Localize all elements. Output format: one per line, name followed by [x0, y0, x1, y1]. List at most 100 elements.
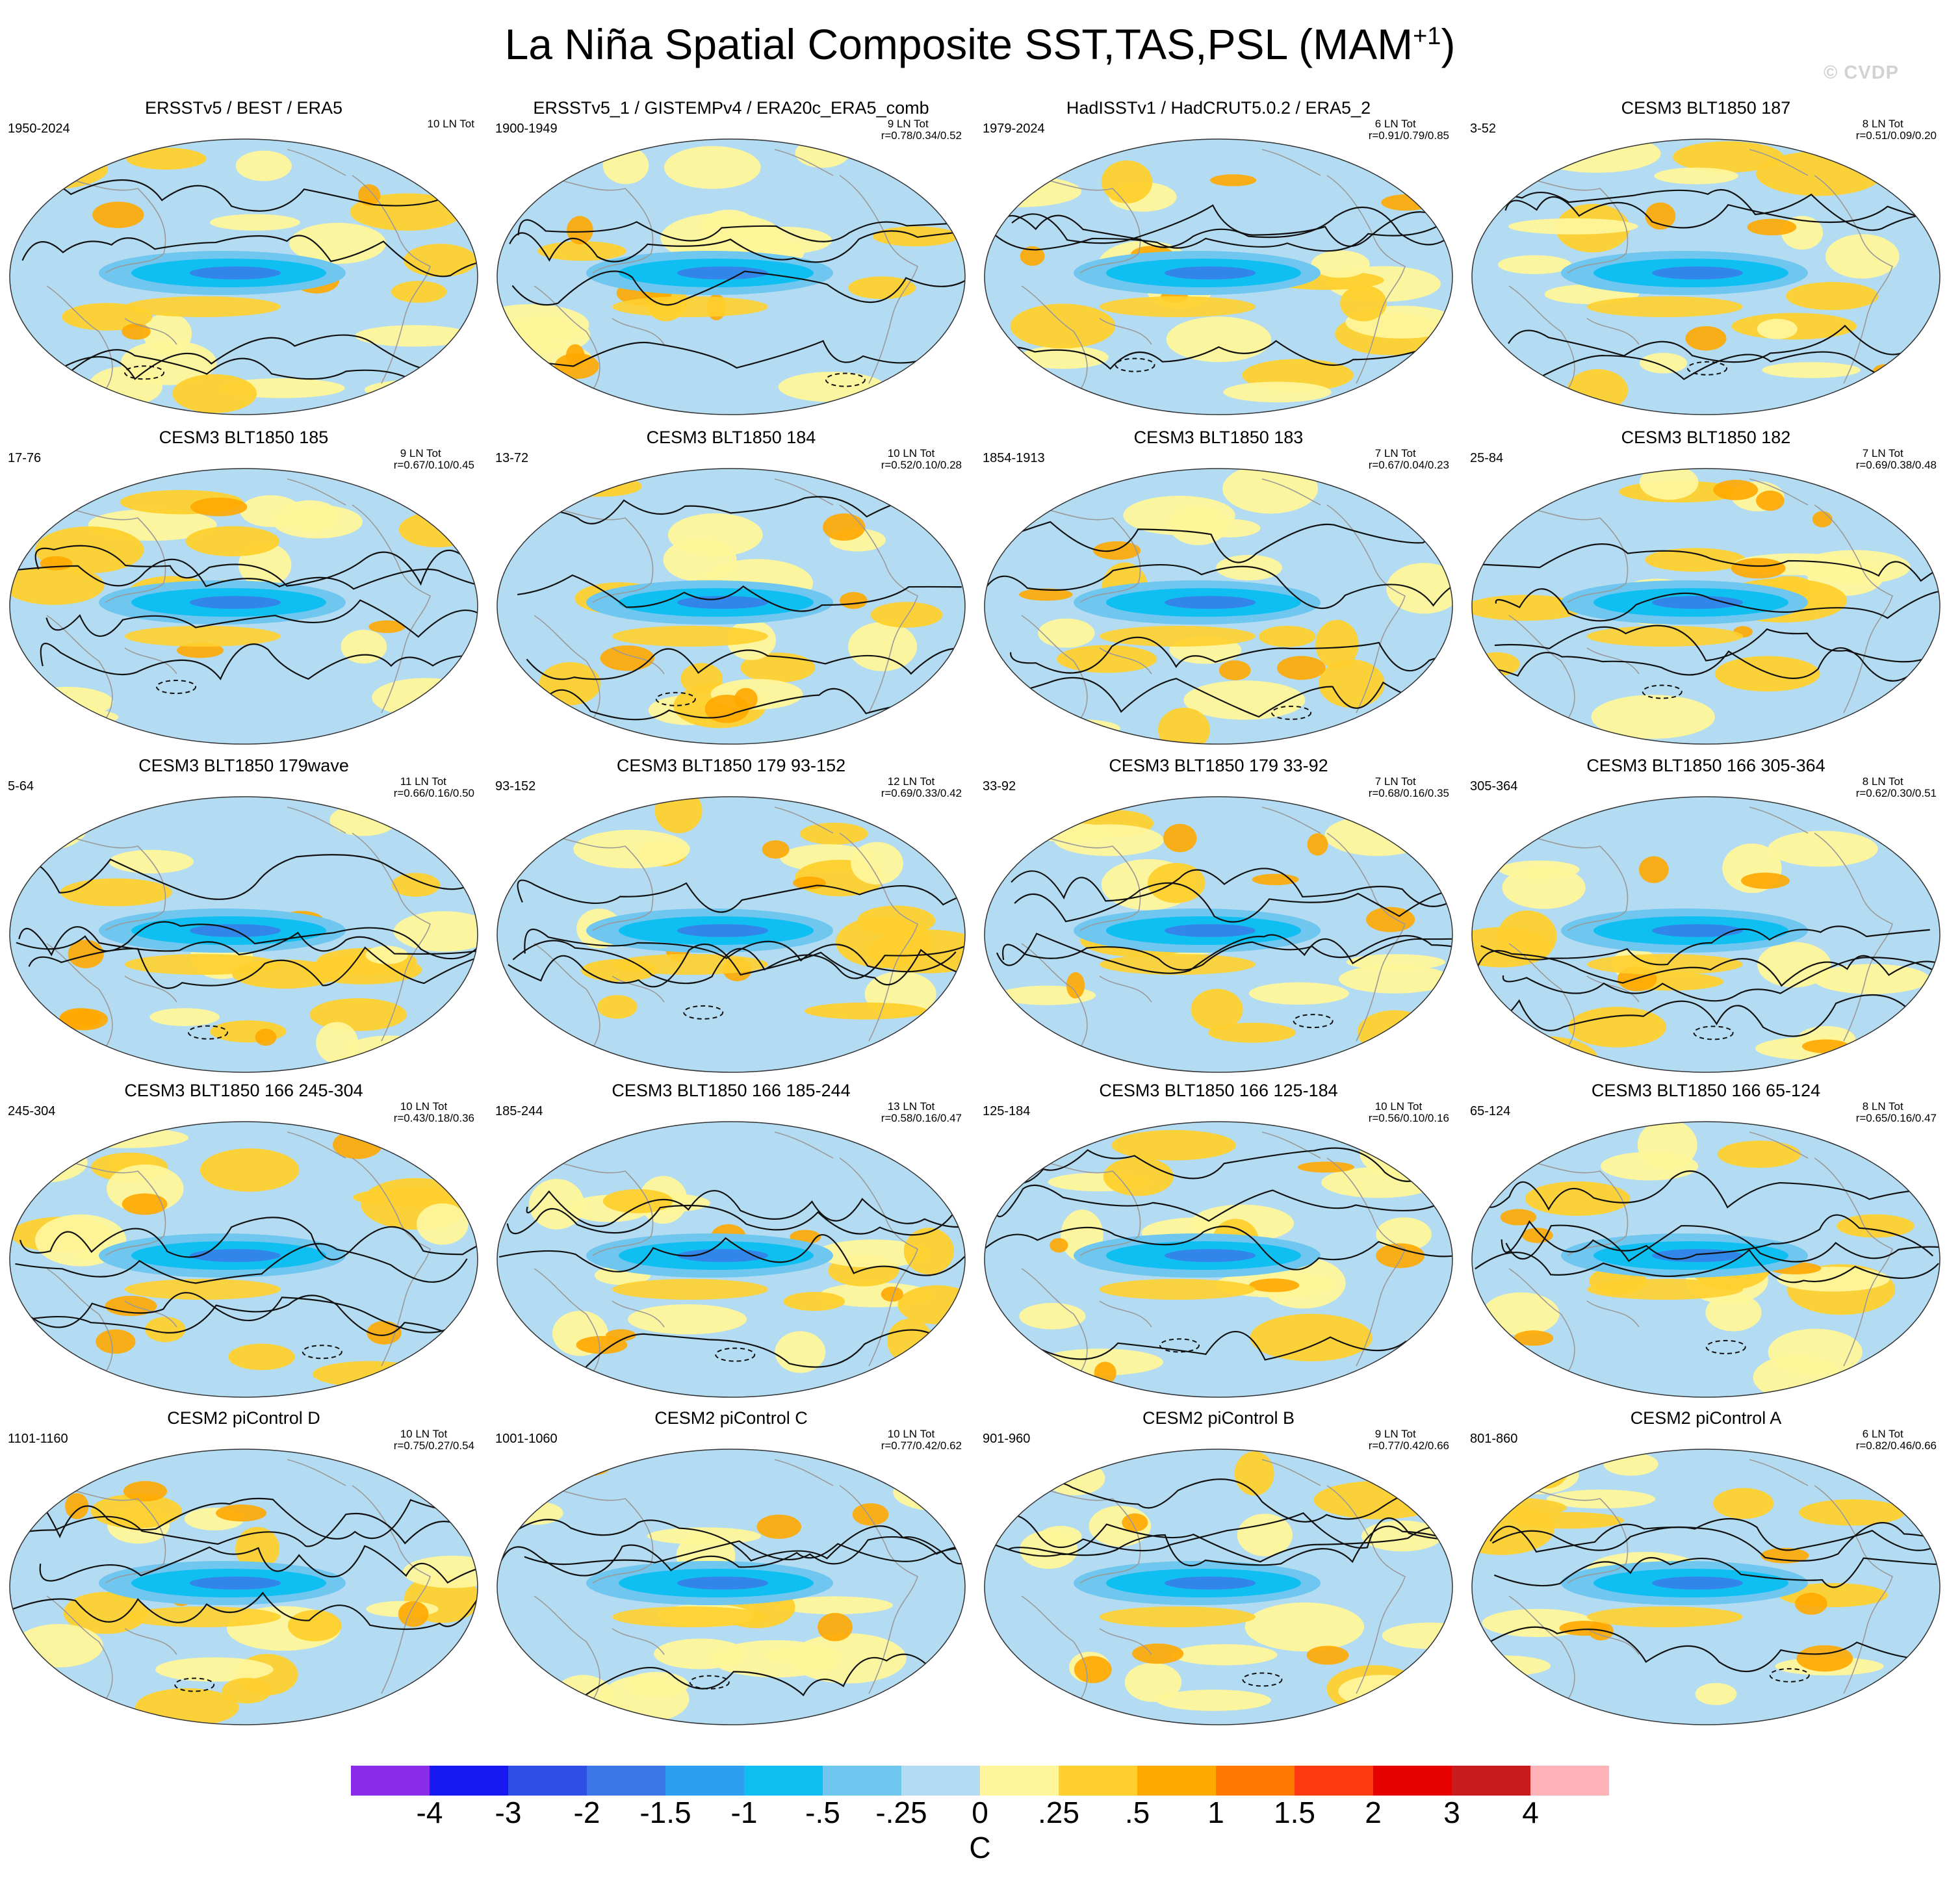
warm-anomaly-patch — [805, 1002, 927, 1020]
psl-contour — [1011, 204, 1452, 247]
panel-years: 125-184 — [983, 1104, 1031, 1118]
warm-anomaly-patch — [1673, 141, 1784, 173]
panel-correlation: r=0.69/0.33/0.42 — [881, 787, 962, 799]
warm-anomaly-patch — [289, 222, 387, 264]
colorbar-swatch — [980, 1766, 1059, 1796]
psl-contour — [517, 879, 965, 913]
panel-ln-count: 10 LN Tot — [400, 1428, 448, 1440]
warm-anomaly-patch — [1837, 1214, 1915, 1238]
panel-count-box: 6 LN Tot r=0.91/0.79/0.85 — [1369, 118, 1449, 142]
warm-anomaly-patch — [1208, 1022, 1296, 1043]
hot-anomaly-patch — [177, 643, 224, 658]
panel-correlation: r=0.78/0.34/0.52 — [881, 129, 962, 142]
panel-ln-count: 7 LN Tot — [1374, 447, 1416, 459]
warm-anomaly-patch — [393, 911, 478, 952]
psl-contour — [1501, 1214, 1933, 1260]
warm-anomaly-patch — [1111, 1129, 1237, 1161]
warm-anomaly-patch — [573, 829, 690, 869]
panel-count-box: 7 LN Tot r=0.69/0.38/0.48 — [1856, 448, 1937, 471]
panel-years: 33-92 — [983, 779, 1016, 793]
warm-anomaly-patch — [1361, 1520, 1443, 1552]
panel-count-box: 13 LN Tot r=0.58/0.16/0.47 — [881, 1101, 962, 1124]
psl-contour — [11, 1295, 478, 1337]
warm-anomaly-patch — [1234, 1451, 1274, 1496]
warm-anomaly-patch — [155, 1657, 274, 1682]
colorbar-swatch — [1216, 1766, 1295, 1796]
coastline — [1261, 1459, 1321, 1486]
psl-contour-negative — [1642, 684, 1683, 699]
psl-contour — [996, 933, 1452, 974]
warm-anomaly-patch — [316, 1022, 359, 1064]
colorbar-swatch — [901, 1766, 980, 1796]
warm-anomaly-patch — [222, 1677, 272, 1704]
hot-anomaly-patch — [123, 1481, 168, 1502]
psl-contour — [1003, 1478, 1452, 1523]
warm-anomaly-patch — [228, 1343, 295, 1371]
colorbar-tick-label: 1 — [1207, 1796, 1224, 1829]
psl-contour — [16, 921, 478, 960]
warm-anomaly-patch — [391, 873, 441, 897]
cold-tongue-core — [1165, 1249, 1256, 1262]
sst-anomaly-map — [9, 1449, 478, 1725]
colorbar-tick-label: -1 — [730, 1796, 758, 1829]
hot-anomaly-patch — [65, 1493, 89, 1519]
cold-tongue-core — [1652, 1249, 1743, 1262]
psl-contour — [45, 599, 478, 638]
panel-count-box: 8 LN Tot r=0.62/0.30/0.51 — [1856, 776, 1937, 799]
psl-contour — [1472, 543, 1940, 582]
hot-anomaly-patch — [216, 1504, 267, 1522]
hot-anomaly-patch — [1796, 1645, 1853, 1672]
colorbar-swatch — [508, 1766, 587, 1796]
warm-anomaly-patch — [63, 1592, 148, 1634]
psl-contour — [517, 219, 965, 242]
coastline — [1749, 1459, 1809, 1486]
warm-anomaly-patch — [1166, 316, 1272, 363]
coastline — [53, 832, 166, 931]
warm-anomaly-patch — [341, 630, 387, 664]
warm-anomaly-patch — [1524, 1449, 1569, 1489]
map-outline — [9, 138, 478, 415]
hot-anomaly-patch — [1795, 1592, 1827, 1615]
map-outline — [496, 1121, 966, 1398]
psl-contour — [994, 1184, 1440, 1222]
panel-ln-count: 10 LN Tot — [427, 118, 474, 130]
coastline — [612, 1300, 665, 1328]
psl-contour — [18, 1512, 468, 1547]
panel-ln-count: 6 LN Tot — [1374, 118, 1416, 130]
warm-band-south — [612, 626, 768, 647]
psl-contour — [509, 229, 965, 263]
map-panel: HadISSTv1 / HadCRUT5.0.2 / ERA5_2 1979-20… — [975, 96, 1462, 421]
map-outline — [496, 138, 966, 415]
warm-anomaly-patch — [602, 146, 649, 185]
warm-band-south — [612, 1279, 768, 1300]
hot-anomaly-patch — [1381, 194, 1431, 211]
panel-count-box: 7 LN Tot r=0.67/0.04/0.23 — [1369, 448, 1449, 471]
hot-anomaly-patch — [96, 1329, 136, 1354]
hot-anomaly-patch — [1019, 588, 1073, 601]
hot-anomaly-patch — [840, 591, 868, 609]
warm-anomaly-patch — [350, 193, 463, 231]
warm-anomaly-patch — [145, 1317, 186, 1343]
hot-anomaly-patch — [1074, 1656, 1112, 1684]
hot-anomaly-patch — [1306, 1645, 1349, 1665]
hot-anomaly-patch — [1500, 1209, 1537, 1226]
psl-contour — [996, 521, 1452, 563]
colorbar-tick-label: 4 — [1522, 1796, 1539, 1829]
warm-anomaly-patch — [776, 1596, 894, 1614]
hot-anomaly-patch — [1122, 1513, 1148, 1532]
coastline — [534, 943, 600, 1048]
coastline — [46, 943, 113, 1048]
coastline — [1749, 149, 1809, 176]
warm-anomaly-patch — [766, 1646, 842, 1665]
warm-anomaly-patch — [680, 663, 723, 695]
psl-contour — [1014, 1330, 1452, 1361]
panel-correlation: r=0.67/0.04/0.23 — [1368, 459, 1449, 471]
cold-tongue-core — [190, 596, 281, 609]
coastline — [1027, 1157, 1141, 1256]
map-outline — [984, 468, 1453, 745]
psl-contour — [1495, 588, 1940, 622]
coastline — [1027, 504, 1141, 603]
colorbar-tick-label: -.5 — [805, 1796, 840, 1829]
coastline — [124, 318, 177, 345]
panel-correlation: r=0.52/0.10/0.28 — [881, 459, 962, 471]
